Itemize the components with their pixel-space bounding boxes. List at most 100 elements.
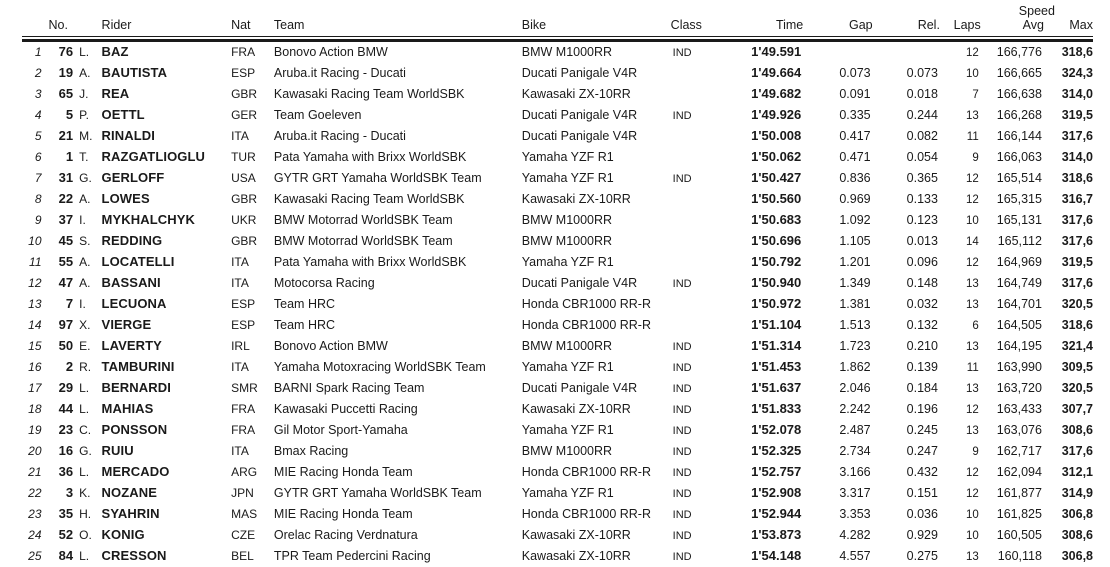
row-rider-initial: I. xyxy=(79,297,86,311)
row-team: Yamaha Motoxracing WorldSBK Team xyxy=(273,360,486,374)
row-time: 1'51.637 xyxy=(751,380,802,395)
header-nat[interactable]: Nat xyxy=(231,18,251,32)
row-position: 8 xyxy=(34,192,42,206)
row-gap: 2.734 xyxy=(839,444,871,458)
header-position[interactable] xyxy=(22,18,49,36)
table-row[interactable]: 11 55 A. LOCATELLI ITA Pata Yamaha with Brixx… xyxy=(22,252,1093,273)
table-row[interactable]: 22 3 K. NOZANE JPN GYTR GRT Yamaha WorldSBK T… xyxy=(22,483,1093,504)
header-gap[interactable]: Gap xyxy=(848,18,873,32)
row-class xyxy=(671,84,722,105)
row-speed-max: 319,5 xyxy=(1061,108,1093,122)
header-laps[interactable]: Laps xyxy=(953,18,981,32)
header-number[interactable]: No. xyxy=(48,18,68,32)
table-row[interactable]: 18 44 L. MAHIAS FRA Kawasaki Puccetti Racing K… xyxy=(22,399,1093,420)
row-time: 1'50.683 xyxy=(751,212,802,227)
table-row[interactable]: 13 7 I. LECUONA ESP Team HRC Honda CBR1000 RR-… xyxy=(22,294,1093,315)
table-row[interactable]: 19 23 C. PONSSON FRA Gil Motor Sport-Yamaha Ya… xyxy=(22,420,1093,441)
row-team: Bonovo Action BMW xyxy=(273,339,388,353)
table-row[interactable]: 2 19 A. BAUTISTA ESP Aruba.it Racing - Ducati… xyxy=(22,63,1093,84)
row-team: BARNI Spark Racing Team xyxy=(273,381,425,395)
table-row[interactable]: 5 21 M. RINALDI ITA Aruba.it Racing - Ducati D… xyxy=(22,126,1093,147)
row-race-number: 16 xyxy=(58,443,74,458)
row-position: 10 xyxy=(28,234,42,248)
row-speed-max: 319,5 xyxy=(1061,255,1093,269)
row-rider-initial: P. xyxy=(79,108,89,122)
header-bike[interactable]: Bike xyxy=(521,18,547,32)
table-row[interactable]: 10 45 S. REDDING GBR BMW Motorrad WorldSBK Te… xyxy=(22,231,1093,252)
row-position: 17 xyxy=(28,381,42,395)
row-speed-avg: 160,118 xyxy=(997,549,1042,563)
row-position: 3 xyxy=(34,87,42,101)
row-race-number: 52 xyxy=(58,527,74,542)
row-laps: 12 xyxy=(965,404,979,416)
row-rel: 0.184 xyxy=(906,381,938,395)
row-speed-avg: 166,776 xyxy=(996,45,1042,59)
header-rel[interactable]: Rel. xyxy=(917,18,940,32)
row-speed-avg: 165,514 xyxy=(996,171,1042,185)
table-row[interactable]: 23 35 H. SYAHRIN MAS MIE Racing Honda Team Hon… xyxy=(22,504,1093,525)
results-table: Speed No. Rider Nat Team Bike Class Time… xyxy=(22,4,1093,567)
header-time[interactable]: Time xyxy=(775,18,804,32)
table-row[interactable]: 14 97 X. VIERGE ESP Team HRC Honda CBR1000 RR-… xyxy=(22,315,1093,336)
table-row[interactable]: 3 65 J. REA GBR Kawasaki Racing Team WorldSBK… xyxy=(22,84,1093,105)
row-gap: 1.201 xyxy=(839,255,871,269)
row-rider-initial: T. xyxy=(79,150,89,164)
table-row[interactable]: 8 22 A. LOWES GBR Kawasaki Racing Team WorldS… xyxy=(22,189,1093,210)
row-rider-surname: BASSANI xyxy=(101,275,161,290)
header-class[interactable]: Class xyxy=(670,18,702,32)
row-rider-surname: VIERGE xyxy=(101,317,152,332)
row-time: 1'50.696 xyxy=(751,233,802,248)
header-speed-max[interactable]: Max xyxy=(1069,18,1093,32)
header-speed-avg[interactable]: Avg xyxy=(1022,18,1044,32)
row-time: 1'50.972 xyxy=(751,296,802,311)
row-laps: 13 xyxy=(965,299,979,311)
row-nationality: GBR xyxy=(231,87,258,101)
row-rel: 0.139 xyxy=(906,360,938,374)
row-speed-max: 318,6 xyxy=(1061,318,1093,332)
row-rider-initial: L. xyxy=(79,465,90,479)
row-speed-max: 307,7 xyxy=(1061,402,1093,416)
row-rel: 0.432 xyxy=(906,465,938,479)
row-race-number: 97 xyxy=(58,317,74,332)
row-gap: 2.242 xyxy=(839,402,871,416)
row-laps: 12 xyxy=(965,47,979,59)
row-rel: 0.123 xyxy=(906,213,938,227)
row-race-number: 44 xyxy=(58,401,74,416)
table-row[interactable]: 12 47 A. BASSANI ITA Motocorsa Racing Ducati P… xyxy=(22,273,1093,294)
header-team[interactable]: Team xyxy=(273,18,305,32)
header-initial-spacer xyxy=(79,18,101,36)
table-row[interactable]: 17 29 L. BERNARDI SMR BARNI Spark Racing Team… xyxy=(22,378,1093,399)
row-laps: 12 xyxy=(965,194,979,206)
row-rel: 0.275 xyxy=(906,549,938,563)
table-row[interactable]: 24 52 O. KONIG CZE Orelac Racing Verdnatura Ka… xyxy=(22,525,1093,546)
table-row[interactable]: 1 76 L. BAZ FRA Bonovo Action BMW BMW M1000RR I… xyxy=(22,42,1093,63)
rule-thin-line xyxy=(22,36,1093,37)
row-race-number: 84 xyxy=(58,548,74,563)
table-row[interactable]: 6 1 T. RAZGATLIOGLU TUR Pata Yamaha with Brix… xyxy=(22,147,1093,168)
table-row[interactable]: 21 36 L. MERCADO ARG MIE Racing Honda Team Hon… xyxy=(22,462,1093,483)
row-rider-surname: SYAHRIN xyxy=(101,506,160,521)
row-team: Motocorsa Racing xyxy=(273,276,375,290)
table-row[interactable]: 15 50 E. LAVERTY IRL Bonovo Action BMW BMW M10… xyxy=(22,336,1093,357)
table-row[interactable]: 20 16 G. RUIU ITA Bmax Racing BMW M1000RR IND 1'… xyxy=(22,441,1093,462)
row-speed-avg: 166,063 xyxy=(996,150,1042,164)
row-race-number: 19 xyxy=(58,65,74,80)
table-row[interactable]: 4 5 P. OETTL GER Team Goeleven Ducati Panigale… xyxy=(22,105,1093,126)
row-rider-initial: L. xyxy=(79,402,90,416)
row-laps: 13 xyxy=(965,110,979,122)
row-class: IND xyxy=(672,530,692,542)
row-race-number: 3 xyxy=(65,485,74,500)
row-race-number: 22 xyxy=(58,191,74,206)
row-nationality: SMR xyxy=(231,381,258,395)
row-rel: 0.365 xyxy=(906,171,938,185)
table-row[interactable]: 16 2 R. TAMBURINI ITA Yamaha Motoxracing Worl… xyxy=(22,357,1093,378)
row-speed-max: 317,6 xyxy=(1061,276,1093,290)
row-rider-surname: LECUONA xyxy=(101,296,167,311)
header-rider[interactable]: Rider xyxy=(101,18,132,32)
row-rider-surname: RAZGATLIOGLU xyxy=(101,149,206,164)
table-row[interactable]: 7 31 G. GERLOFF USA GYTR GRT Yamaha WorldSBK … xyxy=(22,168,1093,189)
row-gap: 1.723 xyxy=(839,339,871,353)
row-position: 5 xyxy=(34,129,42,143)
table-row[interactable]: 25 84 L. CRESSON BEL TPR Team Pedercini Racin… xyxy=(22,546,1093,567)
table-row[interactable]: 9 37 I. MYKHALCHYK UKR BMW Motorrad WorldSBK … xyxy=(22,210,1093,231)
